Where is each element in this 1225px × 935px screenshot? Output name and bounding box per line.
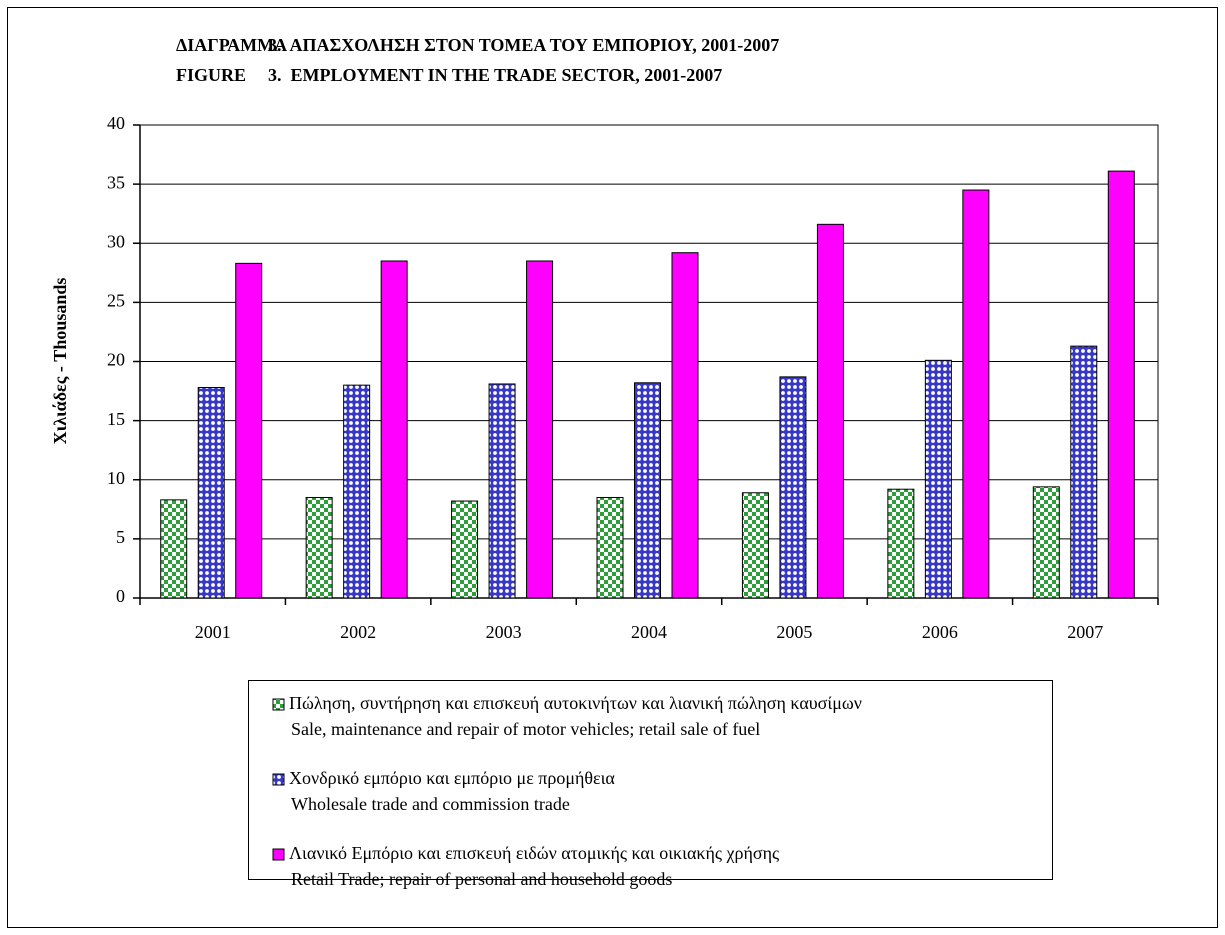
chart-title: 3. ΑΠΑΣΧΟΛΗΣΗ ΣΤΟΝ ΤΟΜΕΑ ΤΟΥ ΕΜΠΟΡΙΟΥ, 2…	[268, 35, 779, 55]
x-tick-label: 2006	[922, 622, 958, 642]
x-tick-label: 2007	[1067, 622, 1103, 642]
legend-label: Πώληση, συντήρηση και επισκευή αυτοκινήτ…	[289, 693, 862, 713]
y-tick-label: 40	[107, 113, 125, 133]
legend-box	[248, 680, 1053, 880]
bar	[1070, 345, 1098, 599]
bar	[887, 488, 915, 599]
legend-label: Sale, maintenance and repair of motor ve…	[291, 719, 760, 739]
chart-title: 3. EMPLOYMENT IN THE TRADE SECTOR, 2001-…	[268, 65, 722, 85]
bar	[235, 262, 263, 599]
bar	[816, 223, 844, 599]
chart-title-label: ΔΙΑΓΡΑΜΜΑ	[176, 35, 287, 55]
bar	[197, 387, 225, 599]
bar	[671, 252, 699, 599]
bar	[924, 359, 952, 599]
bar	[305, 496, 333, 599]
legend-swatch	[272, 848, 285, 861]
bar	[160, 499, 188, 599]
y-tick-label: 10	[107, 468, 125, 488]
x-tick-label: 2003	[486, 622, 522, 642]
y-tick-label: 25	[107, 291, 125, 311]
bar	[451, 500, 479, 599]
legend-swatch	[272, 773, 285, 786]
x-tick-label: 2004	[631, 622, 667, 642]
bar	[526, 260, 554, 599]
bar	[962, 189, 990, 599]
bar	[1107, 170, 1135, 599]
y-tick-label: 0	[116, 586, 125, 606]
y-tick-label: 30	[107, 231, 125, 251]
x-tick-label: 2001	[195, 622, 231, 642]
bar	[741, 492, 769, 599]
y-axis-label: Χιλιάδες - Thousands	[50, 278, 70, 445]
bar	[596, 496, 624, 599]
bar	[779, 376, 807, 599]
bar	[634, 382, 661, 599]
bar	[380, 260, 408, 599]
legend-swatch	[272, 698, 285, 711]
x-tick-label: 2002	[340, 622, 376, 642]
x-tick-label: 2005	[776, 622, 812, 642]
legend-label: Λιανικό Εμπόριο και επισκευή ειδών ατομι…	[289, 843, 779, 863]
y-tick-label: 15	[107, 409, 125, 429]
bar	[343, 384, 371, 599]
chart-title-label: FIGURE	[176, 65, 246, 85]
legend-label: Χονδρικό εμπόριο και εμπόριο με προμήθει…	[289, 768, 615, 788]
bar	[488, 383, 516, 599]
y-tick-label: 20	[107, 350, 125, 370]
bar	[1032, 486, 1060, 599]
y-tick-label: 5	[116, 527, 125, 547]
legend-label: Retail Trade; repair of personal and hou…	[291, 869, 672, 889]
y-tick-label: 35	[107, 172, 125, 192]
legend-label: Wholesale trade and commission trade	[291, 794, 570, 814]
